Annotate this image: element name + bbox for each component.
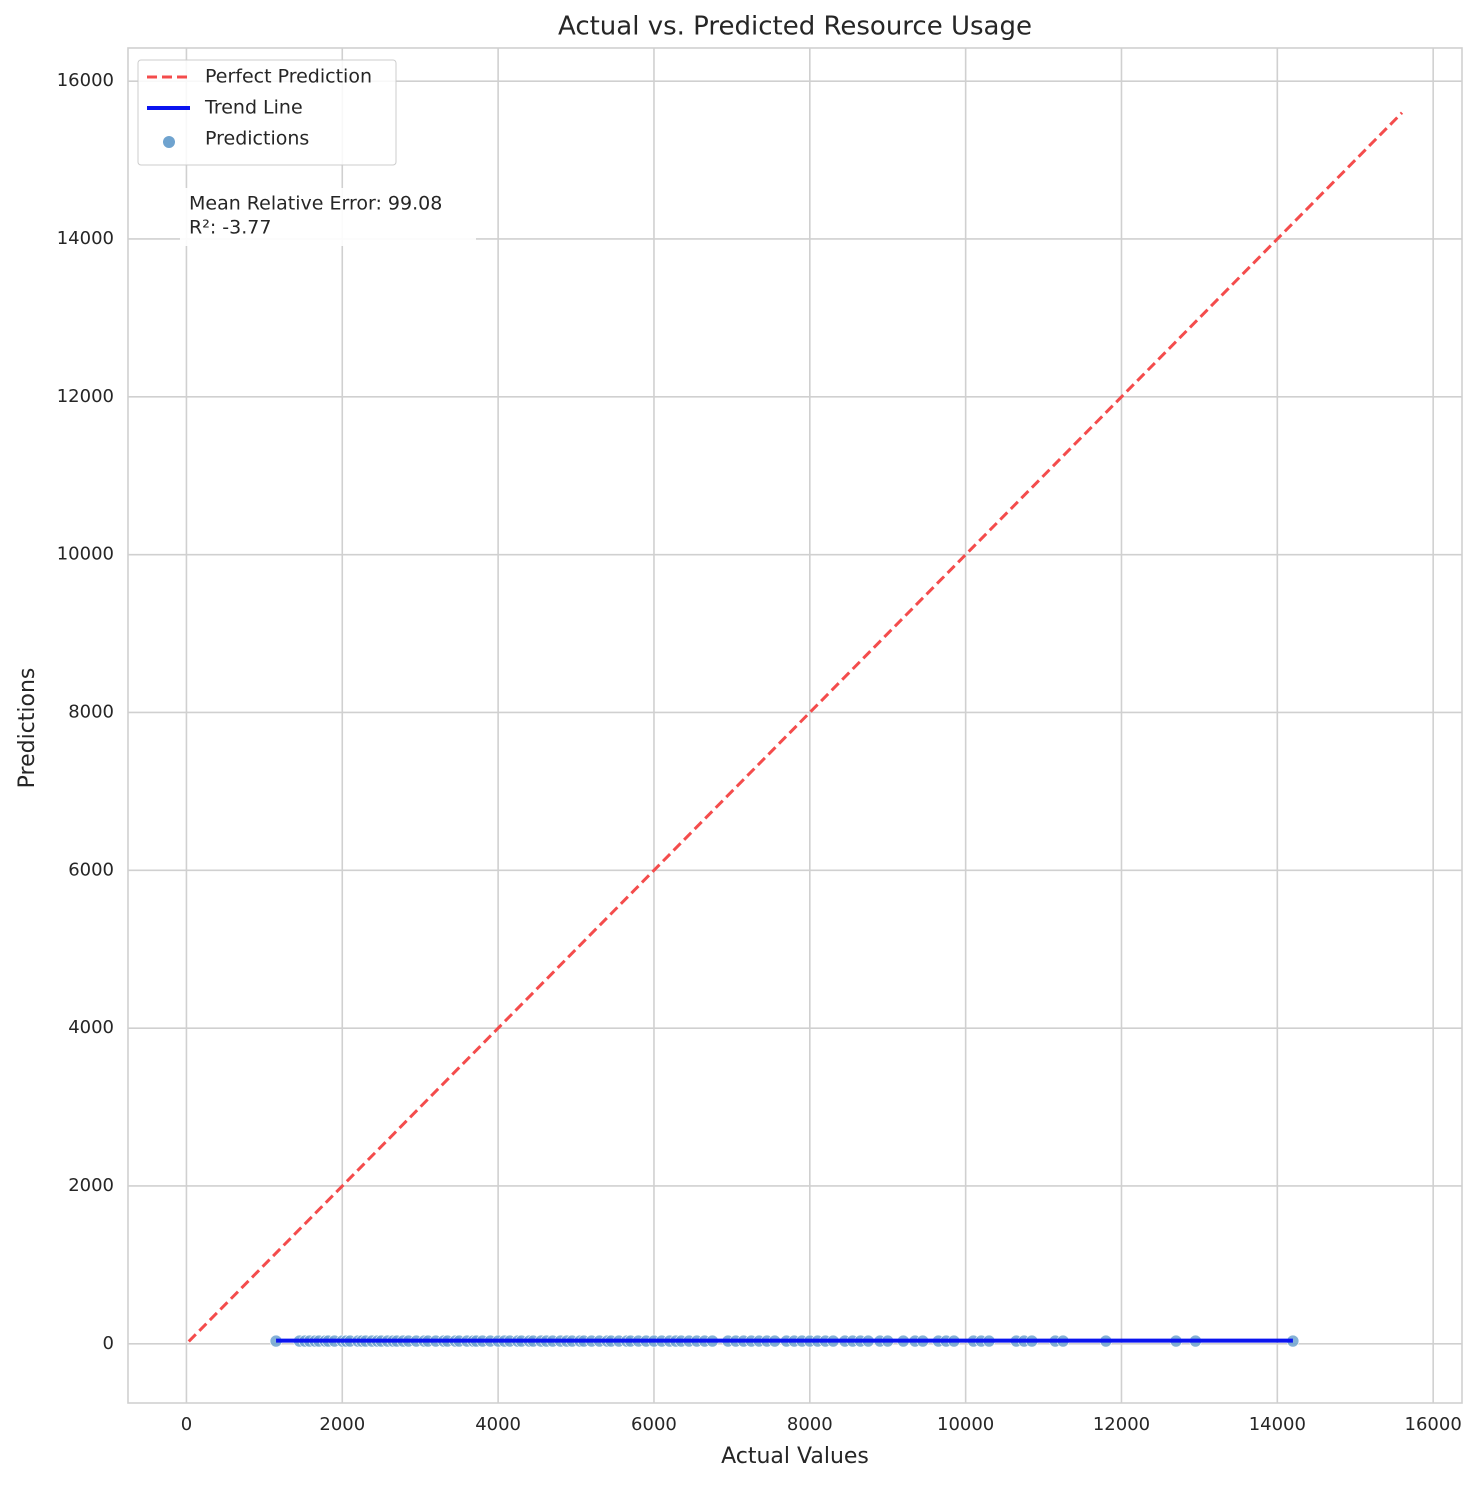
x-tick-label: 8000 — [787, 1414, 833, 1435]
annotation: Mean Relative Error: 99.08 — [189, 193, 442, 215]
y-tick-label: 14000 — [57, 228, 114, 249]
x-tick-label: 12000 — [1093, 1414, 1150, 1435]
legend-label: Predictions — [205, 128, 309, 150]
y-tick-label: 8000 — [68, 701, 114, 722]
x-tick-label: 4000 — [475, 1414, 521, 1435]
y-tick-label: 0 — [103, 1333, 114, 1354]
y-tick-label: 12000 — [57, 386, 114, 407]
chart-title: Actual vs. Predicted Resource Usage — [558, 12, 1032, 42]
legend-label: Perfect Prediction — [205, 66, 372, 88]
legend-label: Trend Line — [204, 97, 303, 119]
x-tick-label: 14000 — [1249, 1414, 1306, 1435]
x-tick-label: 0 — [181, 1414, 192, 1435]
x-tick-label: 10000 — [937, 1414, 994, 1435]
x-tick-label: 16000 — [1405, 1414, 1462, 1435]
annotation: R²: -3.77 — [189, 217, 271, 239]
x-axis-label: Actual Values — [721, 1444, 869, 1469]
legend-marker — [163, 136, 175, 148]
y-tick-label: 10000 — [57, 544, 114, 565]
x-tick-label: 2000 — [319, 1414, 365, 1435]
legend-box — [137, 59, 397, 166]
plot-frame — [127, 47, 1463, 1404]
annotation-box — [180, 188, 476, 246]
x-tick-label: 6000 — [631, 1414, 677, 1435]
y-tick-label: 4000 — [68, 1017, 114, 1038]
series-line — [187, 111, 1404, 1343]
y-tick-label: 6000 — [68, 859, 114, 880]
y-tick-label: 2000 — [68, 1175, 114, 1196]
y-axis-label: Predictions — [15, 668, 40, 789]
y-tick-label: 16000 — [57, 70, 114, 91]
